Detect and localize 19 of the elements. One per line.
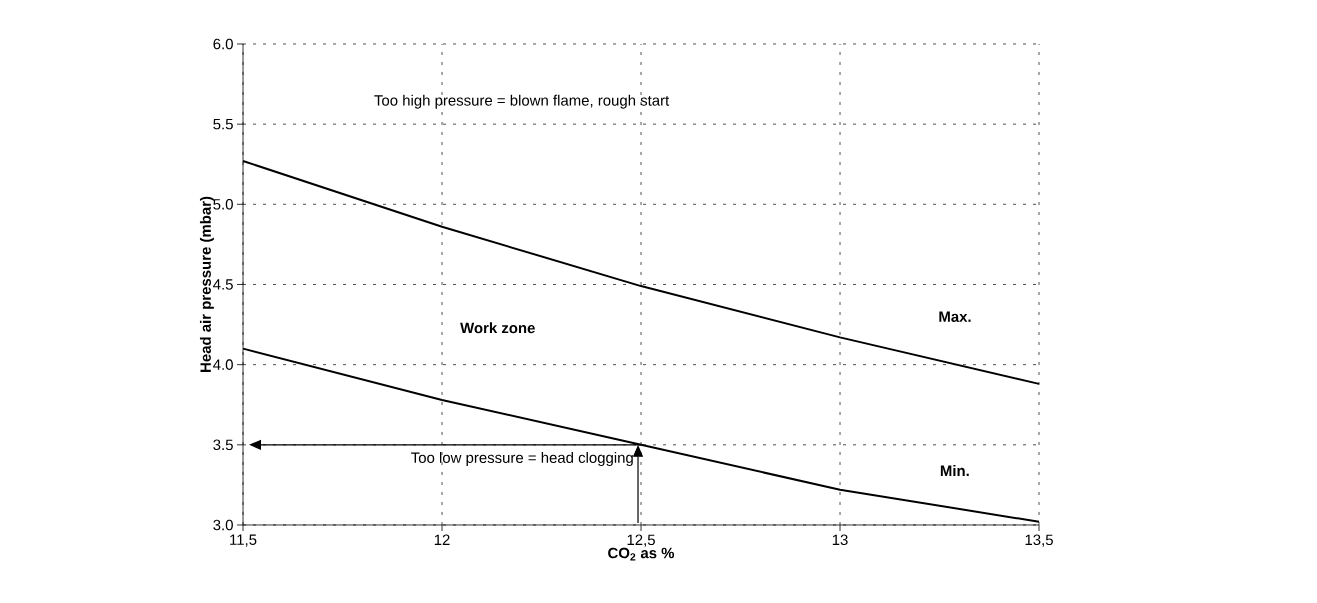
text: Max. — [939, 311, 971, 322]
series-label: Min. — [940, 465, 969, 476]
y-tick-label: 3.0 — [213, 519, 233, 531]
x-tick-label: 12,5 — [627, 534, 655, 547]
y-axis-title: Head air pressure (mbar) — [199, 196, 214, 372]
x-tick-label: 13,5 — [1025, 534, 1053, 547]
y-tick-label: 5.5 — [213, 118, 233, 130]
y-tick-label: 4.0 — [213, 359, 233, 370]
annotation: Work zone — [460, 322, 535, 334]
text: CO$_{2}$ as % — [608, 547, 675, 561]
x-tick-label: 13 — [832, 534, 848, 546]
y-tick-label: 3.5 — [213, 439, 233, 451]
y-tick-label: 4.5 — [213, 279, 233, 290]
annotation: Too high pressure = blown flame, rough start — [374, 94, 670, 109]
x-tick-label: 12 — [434, 534, 450, 545]
x-tick-label: 11,5 — [230, 534, 257, 547]
y-tick-label: 6.0 — [213, 38, 233, 50]
y-tick-label: 5.0 — [213, 199, 233, 210]
annotation: Too low pressure = head clogging — [411, 452, 633, 466]
